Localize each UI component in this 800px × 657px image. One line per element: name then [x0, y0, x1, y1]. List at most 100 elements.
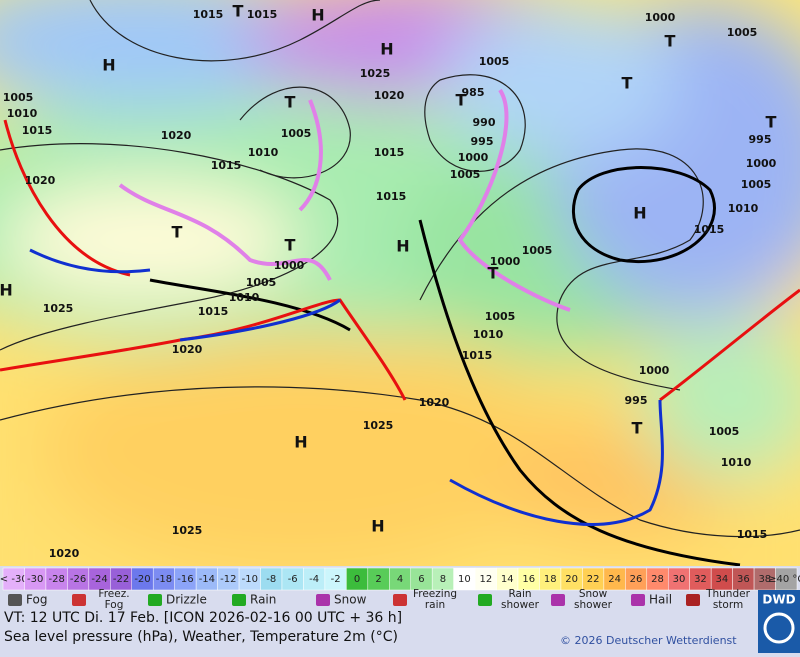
low-marker: T	[456, 91, 467, 110]
pressure-label: 1005	[727, 26, 758, 39]
pressure-label: 1005	[3, 91, 34, 104]
scale-label: 16	[522, 574, 535, 585]
pressure-label: 1015	[376, 190, 407, 203]
pressure-label: 1025	[363, 419, 394, 432]
low-marker: T	[285, 236, 296, 255]
legend-symbol	[686, 594, 700, 606]
pressure-label: 1010	[7, 107, 38, 120]
scale-label: -12	[220, 574, 236, 585]
low-marker: T	[622, 74, 633, 93]
scale-label: -24	[91, 574, 107, 585]
high-marker: H	[102, 56, 115, 75]
low-marker: T	[172, 223, 183, 242]
scale-label: -16	[177, 574, 193, 585]
pressure-label: 1000	[458, 151, 489, 164]
logo-icon	[763, 612, 795, 644]
pressure-label: 1005	[479, 55, 510, 68]
low-marker: T	[233, 2, 244, 21]
pressure-label: 1015	[22, 124, 53, 137]
pressure-label: 995	[471, 135, 494, 148]
scale-label: 0	[354, 574, 360, 585]
description: Sea level pressure (hPa), Weather, Tempe…	[4, 629, 398, 645]
pressure-label: 1015	[694, 223, 725, 236]
legend-label: Snow	[334, 593, 367, 607]
high-marker: H	[633, 204, 646, 223]
low-marker: T	[285, 93, 296, 112]
scale-label: -6	[288, 574, 298, 585]
pressure-label: 1020	[161, 129, 192, 142]
valid-time: VT: 12 UTC Di. 17 Feb. [ICON 2026-02-16 …	[4, 610, 402, 626]
pressure-label: 995	[625, 394, 648, 407]
scale-label: -18	[156, 574, 172, 585]
scale-label: 32	[694, 574, 707, 585]
legend-symbol	[631, 594, 645, 606]
scale-label: 24	[608, 574, 621, 585]
pressure-label: 1000	[639, 364, 670, 377]
legend-label: shower	[501, 599, 540, 611]
pressure-label: 1015	[193, 8, 224, 21]
legend-symbol	[316, 594, 330, 606]
pressure-label: 1000	[645, 11, 676, 24]
scale-label: 36	[737, 574, 750, 585]
pressure-label: 1015	[198, 305, 229, 318]
scale-label: 18	[544, 574, 557, 585]
scale-label: 34	[716, 574, 729, 585]
legend-label: Drizzle	[166, 593, 207, 607]
pressure-label: 1010	[248, 146, 279, 159]
pressure-label: 1015	[247, 8, 278, 21]
high-marker: H	[294, 433, 307, 452]
legend-symbol	[148, 594, 162, 606]
pressure-label: 1020	[419, 396, 450, 409]
pressure-label: 1010	[728, 202, 759, 215]
scale-label: 12	[479, 574, 492, 585]
legend-label: shower	[574, 599, 613, 611]
scale-label: 38	[758, 574, 771, 585]
scale-label: 28	[651, 574, 664, 585]
scale-label: 30	[673, 574, 686, 585]
legend-label: Snow	[579, 588, 608, 600]
scale-label: -26	[70, 574, 86, 585]
logo: DWD	[762, 593, 795, 607]
pressure-label: 1020	[25, 174, 56, 187]
legend-label: Rain	[508, 588, 531, 600]
legend-label: Freezing	[413, 588, 457, 600]
scale-label: -30	[27, 574, 43, 585]
scale-label: -2	[331, 574, 341, 585]
scale-label: 22	[587, 574, 600, 585]
pressure-label: 1005	[450, 168, 481, 181]
high-marker: H	[380, 40, 393, 59]
scale-label: -8	[266, 574, 276, 585]
legend-label: Rain	[250, 593, 276, 607]
pressure-label: 1010	[229, 291, 260, 304]
high-marker: H	[311, 6, 324, 25]
high-marker: H	[0, 281, 13, 300]
pressure-label: 1015	[211, 159, 242, 172]
pressure-label: 1010	[473, 328, 504, 341]
legend-label: rain	[425, 599, 445, 611]
pressure-label: 1005	[709, 425, 740, 438]
pressure-label: 1005	[281, 127, 312, 140]
pressure-label: 1005	[741, 178, 772, 191]
scale-label: 4	[397, 574, 403, 585]
pressure-label: 1000	[490, 255, 521, 268]
pressure-label: 1015	[737, 528, 768, 541]
pressure-label: 1005	[522, 244, 553, 257]
legend-symbol	[393, 594, 407, 606]
legend-label: Hail	[649, 593, 672, 607]
pressure-label: 1020	[172, 343, 203, 356]
pressure-label: 1025	[43, 302, 74, 315]
pressure-label: 1020	[374, 89, 405, 102]
pressure-label: 1005	[246, 276, 277, 289]
legend-label: Freez.	[98, 588, 129, 600]
legend-symbol	[551, 594, 565, 606]
pressure-label: 995	[749, 133, 772, 146]
low-marker: T	[632, 419, 643, 438]
low-marker: T	[665, 32, 676, 51]
scale-label: -22	[113, 574, 129, 585]
low-marker: T	[488, 264, 499, 283]
scale-label: -28	[48, 574, 64, 585]
legend-label: storm	[713, 599, 743, 611]
scale-label: -4	[309, 574, 319, 585]
